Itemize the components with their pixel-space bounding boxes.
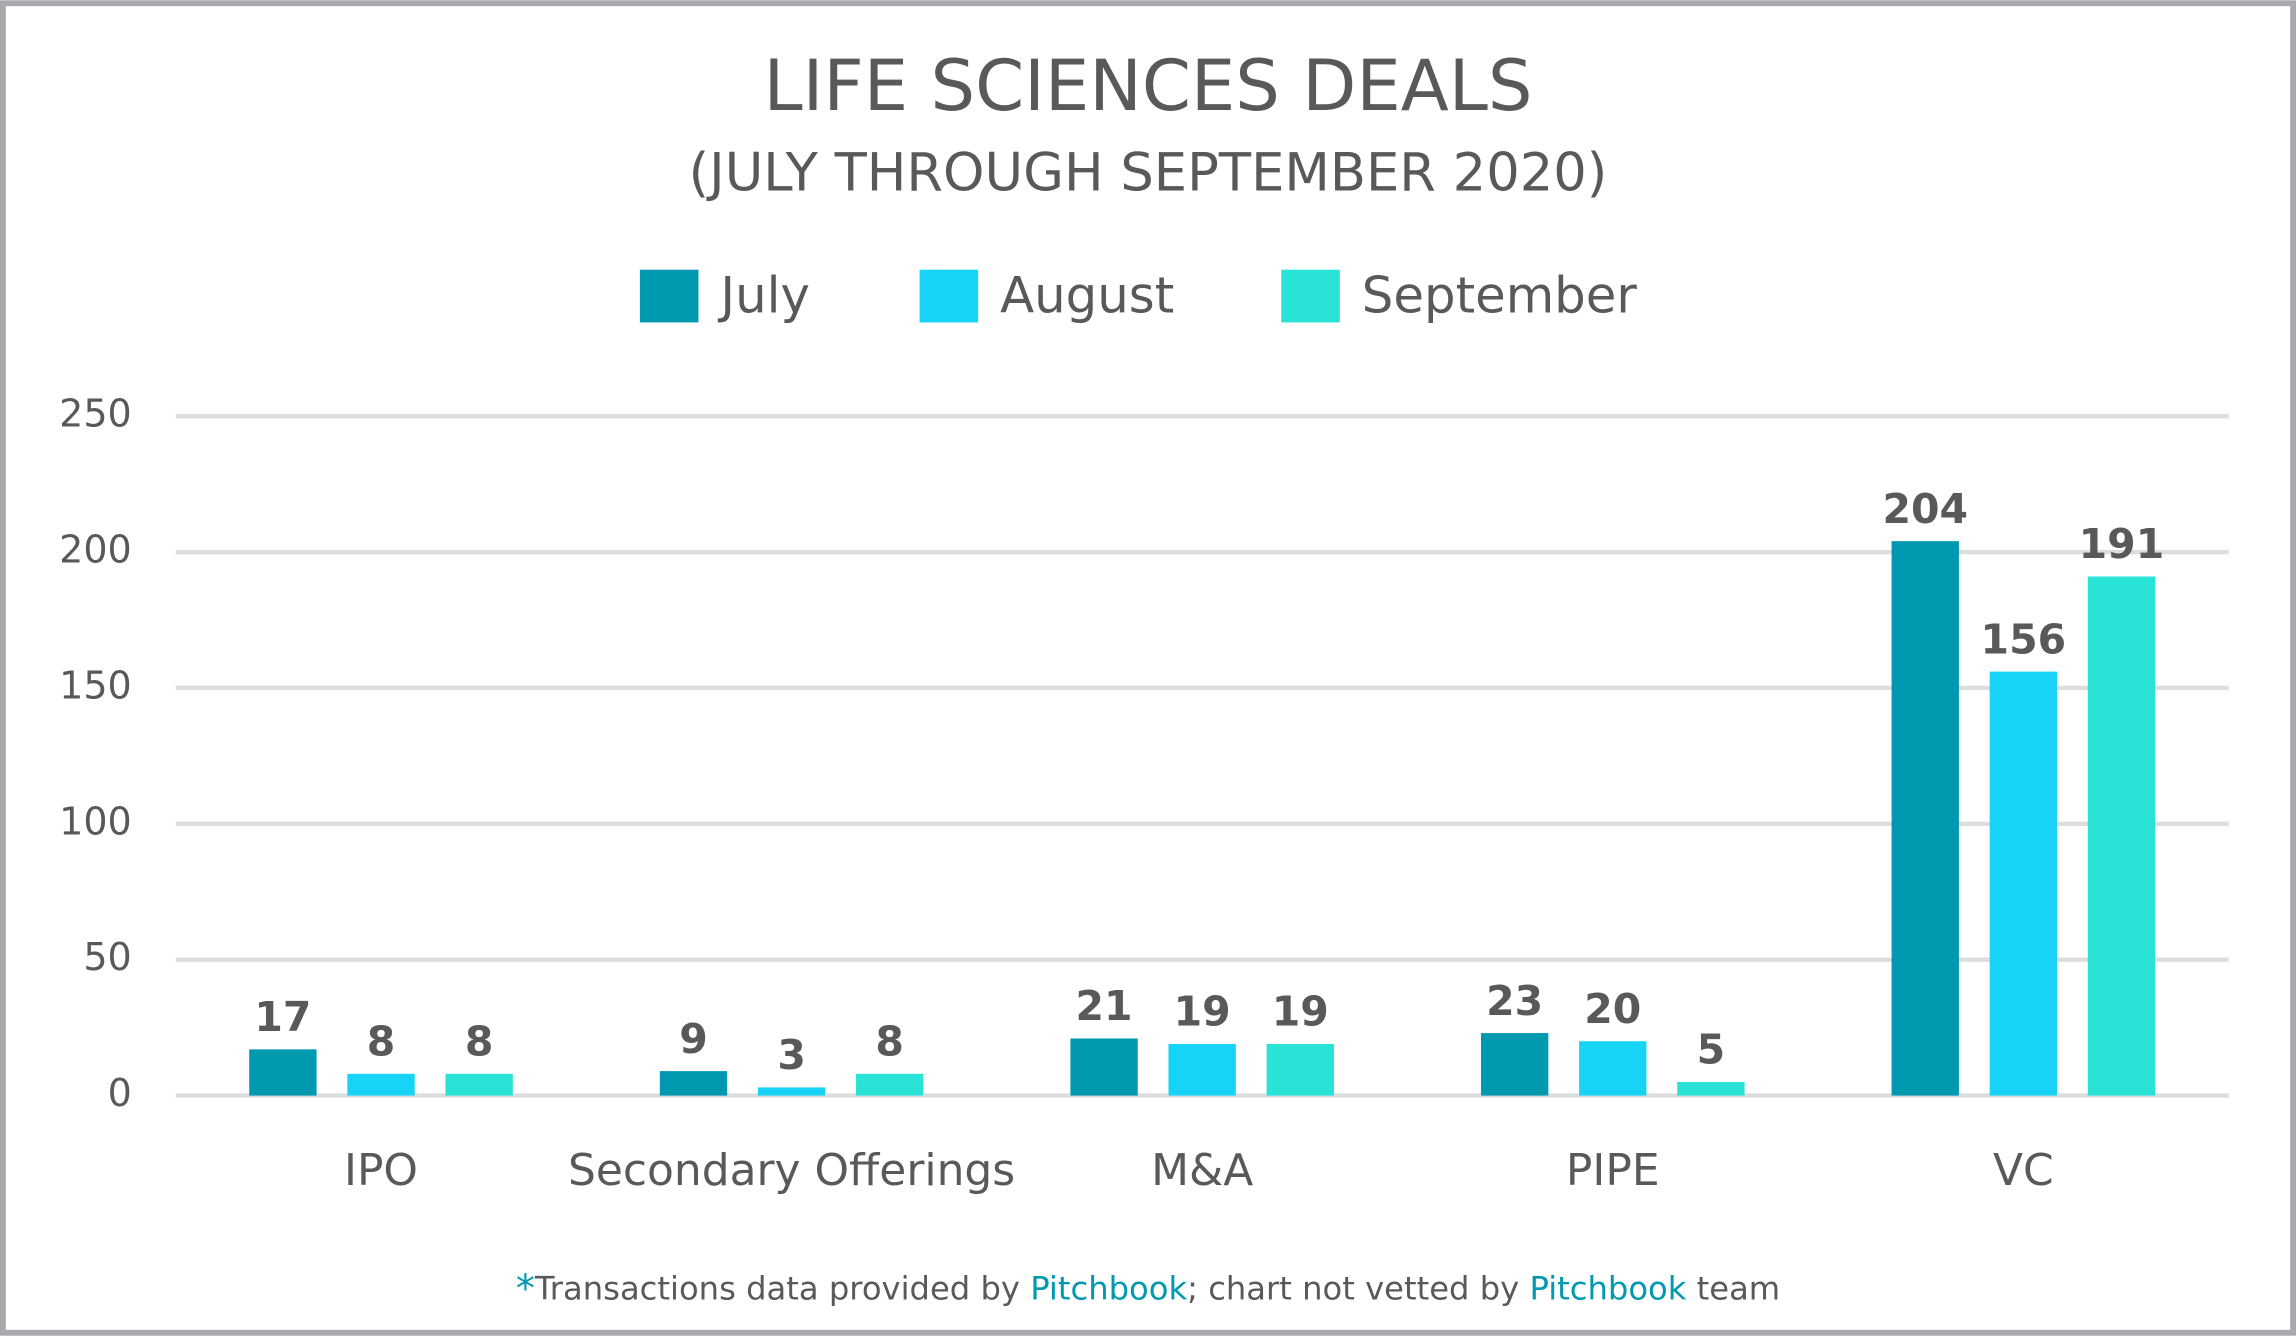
bar (445, 1073, 513, 1096)
chart-title: LIFE SCIENCES DEALS (763, 45, 1532, 127)
value-label: 3 (777, 1031, 806, 1079)
bar (1677, 1081, 1745, 1096)
x-tick-label: M&A (1151, 1145, 1253, 1196)
bar (1480, 1033, 1549, 1096)
value-label: 21 (1076, 982, 1133, 1030)
y-tick-label: 200 (59, 528, 132, 572)
x-tick-label: VC (1993, 1145, 2054, 1196)
legend-label: July (717, 267, 810, 325)
x-tick-label: IPO (344, 1145, 418, 1196)
bar (659, 1071, 728, 1096)
footnote-part: ; chart not vetted by (1187, 1269, 1529, 1307)
footnote-part: team (1686, 1269, 1780, 1307)
value-label: 8 (367, 1018, 396, 1066)
value-label: 8 (465, 1018, 494, 1066)
bar (2087, 576, 2156, 1096)
footnote-part: * (516, 1266, 535, 1310)
y-tick-label: 150 (59, 663, 132, 707)
y-tick-label: 0 (108, 1071, 132, 1115)
bar (1579, 1041, 1647, 1096)
value-label: 8 (875, 1018, 904, 1066)
bar (249, 1049, 317, 1096)
value-label: 191 (2079, 520, 2165, 568)
footnote-part: Pitchbook (1529, 1269, 1686, 1307)
footnote: *Transactions data provided by Pitchbook… (516, 1266, 1780, 1310)
value-label: 23 (1486, 977, 1543, 1025)
y-tick-label: 250 (59, 392, 132, 436)
footnote-part: Transactions data provided by (534, 1269, 1030, 1307)
chart-subtitle: (JULY THROUGH SEPTEMBER 2020) (689, 143, 1608, 204)
value-label: 19 (1174, 988, 1231, 1036)
bar (1891, 541, 1959, 1096)
x-tick-label: PIPE (1566, 1145, 1660, 1196)
bar (1168, 1043, 1236, 1096)
legend-swatch (919, 269, 979, 323)
legend-swatch (639, 269, 699, 323)
bar (1266, 1043, 1334, 1096)
bar (1070, 1038, 1138, 1096)
legend-label: September (1362, 267, 1638, 325)
footnote-part: Pitchbook (1030, 1269, 1187, 1307)
value-label: 19 (1272, 988, 1329, 1036)
legend-label: August (1000, 267, 1174, 325)
y-tick-label: 50 (83, 935, 131, 979)
value-label: 17 (254, 993, 311, 1041)
bar (856, 1073, 924, 1096)
bar (757, 1087, 826, 1096)
y-tick-label: 100 (59, 799, 132, 843)
value-label: 20 (1584, 985, 1641, 1033)
legend-swatch (1281, 269, 1340, 323)
bar (1989, 671, 2058, 1096)
value-label: 9 (679, 1015, 708, 1063)
value-label: 156 (1981, 615, 2067, 663)
value-label: 5 (1697, 1026, 1726, 1074)
value-label: 204 (1882, 485, 1968, 533)
bar (347, 1073, 415, 1096)
x-tick-label: Secondary Offerings (568, 1145, 1015, 1196)
